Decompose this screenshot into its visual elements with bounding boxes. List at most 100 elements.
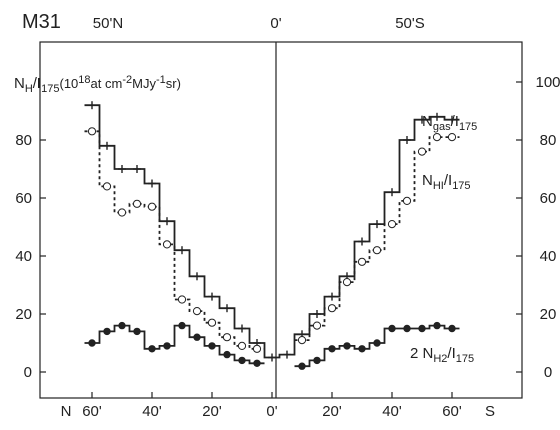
series-point-h2	[343, 342, 351, 350]
series-point-hi	[357, 257, 367, 266]
y-axis-label-ratio: I	[37, 75, 41, 92]
top-label-right: 50'S	[395, 15, 425, 32]
y-axis-label: NH/I175(1018at cm-2MJy-1sr)	[14, 74, 181, 95]
x-end-label-north: N	[61, 403, 72, 420]
top-label-center: 0'	[270, 15, 281, 32]
x-tick-label: 20'	[322, 403, 342, 420]
series-point-gas	[118, 165, 126, 173]
series-point-gas	[88, 101, 96, 110]
series-point-h2	[388, 324, 396, 333]
series-point-h2	[418, 324, 426, 333]
series-point-hi	[162, 240, 172, 249]
left-y-tick-label: 0	[24, 364, 32, 381]
series-point-hi	[252, 344, 262, 353]
series-point-h2	[178, 321, 186, 330]
right-y-tick-label: 100	[535, 74, 560, 91]
series-point-h2	[373, 339, 381, 347]
left-y-tick-label: 60	[15, 190, 32, 207]
series-point-gas	[208, 292, 216, 301]
series-point-gas	[193, 272, 201, 281]
series-point-hi	[417, 147, 427, 156]
series-line-h2	[84, 324, 460, 368]
y-axis-units-exp2: -2	[122, 74, 132, 86]
right-y-tick-label: 20	[540, 306, 557, 323]
series-group	[84, 101, 460, 370]
series-point-h2	[358, 345, 366, 353]
series-point-gas	[328, 292, 336, 301]
series-point-hi	[312, 321, 322, 330]
x-tick-label: 20'	[202, 403, 222, 420]
series-point-gas	[373, 220, 381, 229]
right-y-tick-label: 80	[540, 132, 557, 149]
series-point-hi	[207, 318, 217, 327]
y-axis-units-exp1: 18	[78, 74, 90, 86]
left-y-tick-label: 20	[15, 306, 32, 323]
series-point-gas	[448, 115, 456, 124]
plot-border	[39, 41, 523, 399]
series-point-gas	[148, 179, 156, 188]
series-point-hi	[87, 127, 97, 136]
y-axis-label-slash: /	[33, 75, 38, 92]
series-point-h2	[208, 342, 216, 350]
x-tick-label: 60'	[82, 403, 102, 420]
series-label-gas: Ngas/I175	[422, 113, 477, 133]
series-point-hi	[342, 278, 352, 287]
series-point-h2	[313, 356, 321, 365]
series-point-gas	[358, 237, 366, 246]
x-tick-label: 40'	[142, 403, 162, 420]
x-tick-label: 0'	[266, 403, 277, 420]
series-point-hi	[402, 196, 412, 205]
series-point-hi	[222, 333, 232, 342]
series-point-hi	[192, 307, 202, 316]
series-point-h2	[253, 359, 261, 367]
series-point-gas	[223, 304, 231, 313]
y-axis-units-end: sr)	[166, 76, 181, 91]
x-tick-label: 40'	[382, 403, 402, 420]
series-point-hi	[297, 336, 307, 345]
series-point-hi	[177, 295, 187, 304]
series-point-gas	[268, 353, 276, 362]
series-point-gas	[283, 350, 291, 359]
series-label-hi: NHI/I175	[422, 172, 471, 192]
series-point-h2	[238, 356, 246, 365]
series-point-h2	[148, 345, 156, 353]
right-y-tick-label: 60	[540, 190, 557, 207]
series-point-gas	[103, 141, 111, 150]
series-point-hi	[117, 208, 127, 217]
y-axis-units-prefix: (10	[60, 76, 79, 91]
x-tick-label: 60'	[442, 403, 462, 420]
y-axis-units-exp3: -1	[156, 74, 166, 86]
series-point-h2	[223, 350, 231, 359]
series-point-h2	[133, 327, 141, 336]
series-point-hi	[147, 202, 157, 211]
series-line-gas	[84, 104, 460, 359]
series-point-gas	[433, 112, 441, 121]
left-y-tick-label: 80	[15, 132, 32, 149]
tick-group: 0 20 40 60 80 0 20 40 60 80 100 60' 40' 20' 0' 20' 40' 60…	[15, 74, 560, 420]
series-point-hi	[432, 133, 442, 142]
series-point-hi	[387, 220, 397, 229]
series-point-hi	[447, 133, 457, 142]
chart-title: M31	[22, 11, 61, 33]
left-y-tick-label: 40	[15, 248, 32, 265]
series-point-h2	[328, 345, 336, 353]
series-point-h2	[118, 321, 126, 330]
plot-frame	[39, 41, 523, 399]
right-y-tick-label: 40	[540, 248, 557, 265]
series-point-h2	[193, 333, 201, 341]
series-line-hi	[84, 130, 460, 350]
series-point-gas	[163, 217, 171, 226]
top-label-left: 50'N	[93, 15, 123, 32]
series-point-gas	[133, 165, 141, 173]
y-axis-label-main: N	[14, 75, 25, 92]
y-axis-label-ratio-sub: 175	[41, 83, 59, 95]
series-point-h2	[88, 339, 96, 347]
series-point-gas	[178, 246, 186, 255]
y-axis-label-main-sub: H	[25, 83, 33, 95]
series-point-h2	[298, 362, 306, 370]
series-point-hi	[372, 246, 382, 255]
series-point-gas	[238, 324, 246, 333]
series-point-h2	[403, 324, 411, 333]
series-point-hi	[327, 304, 337, 313]
